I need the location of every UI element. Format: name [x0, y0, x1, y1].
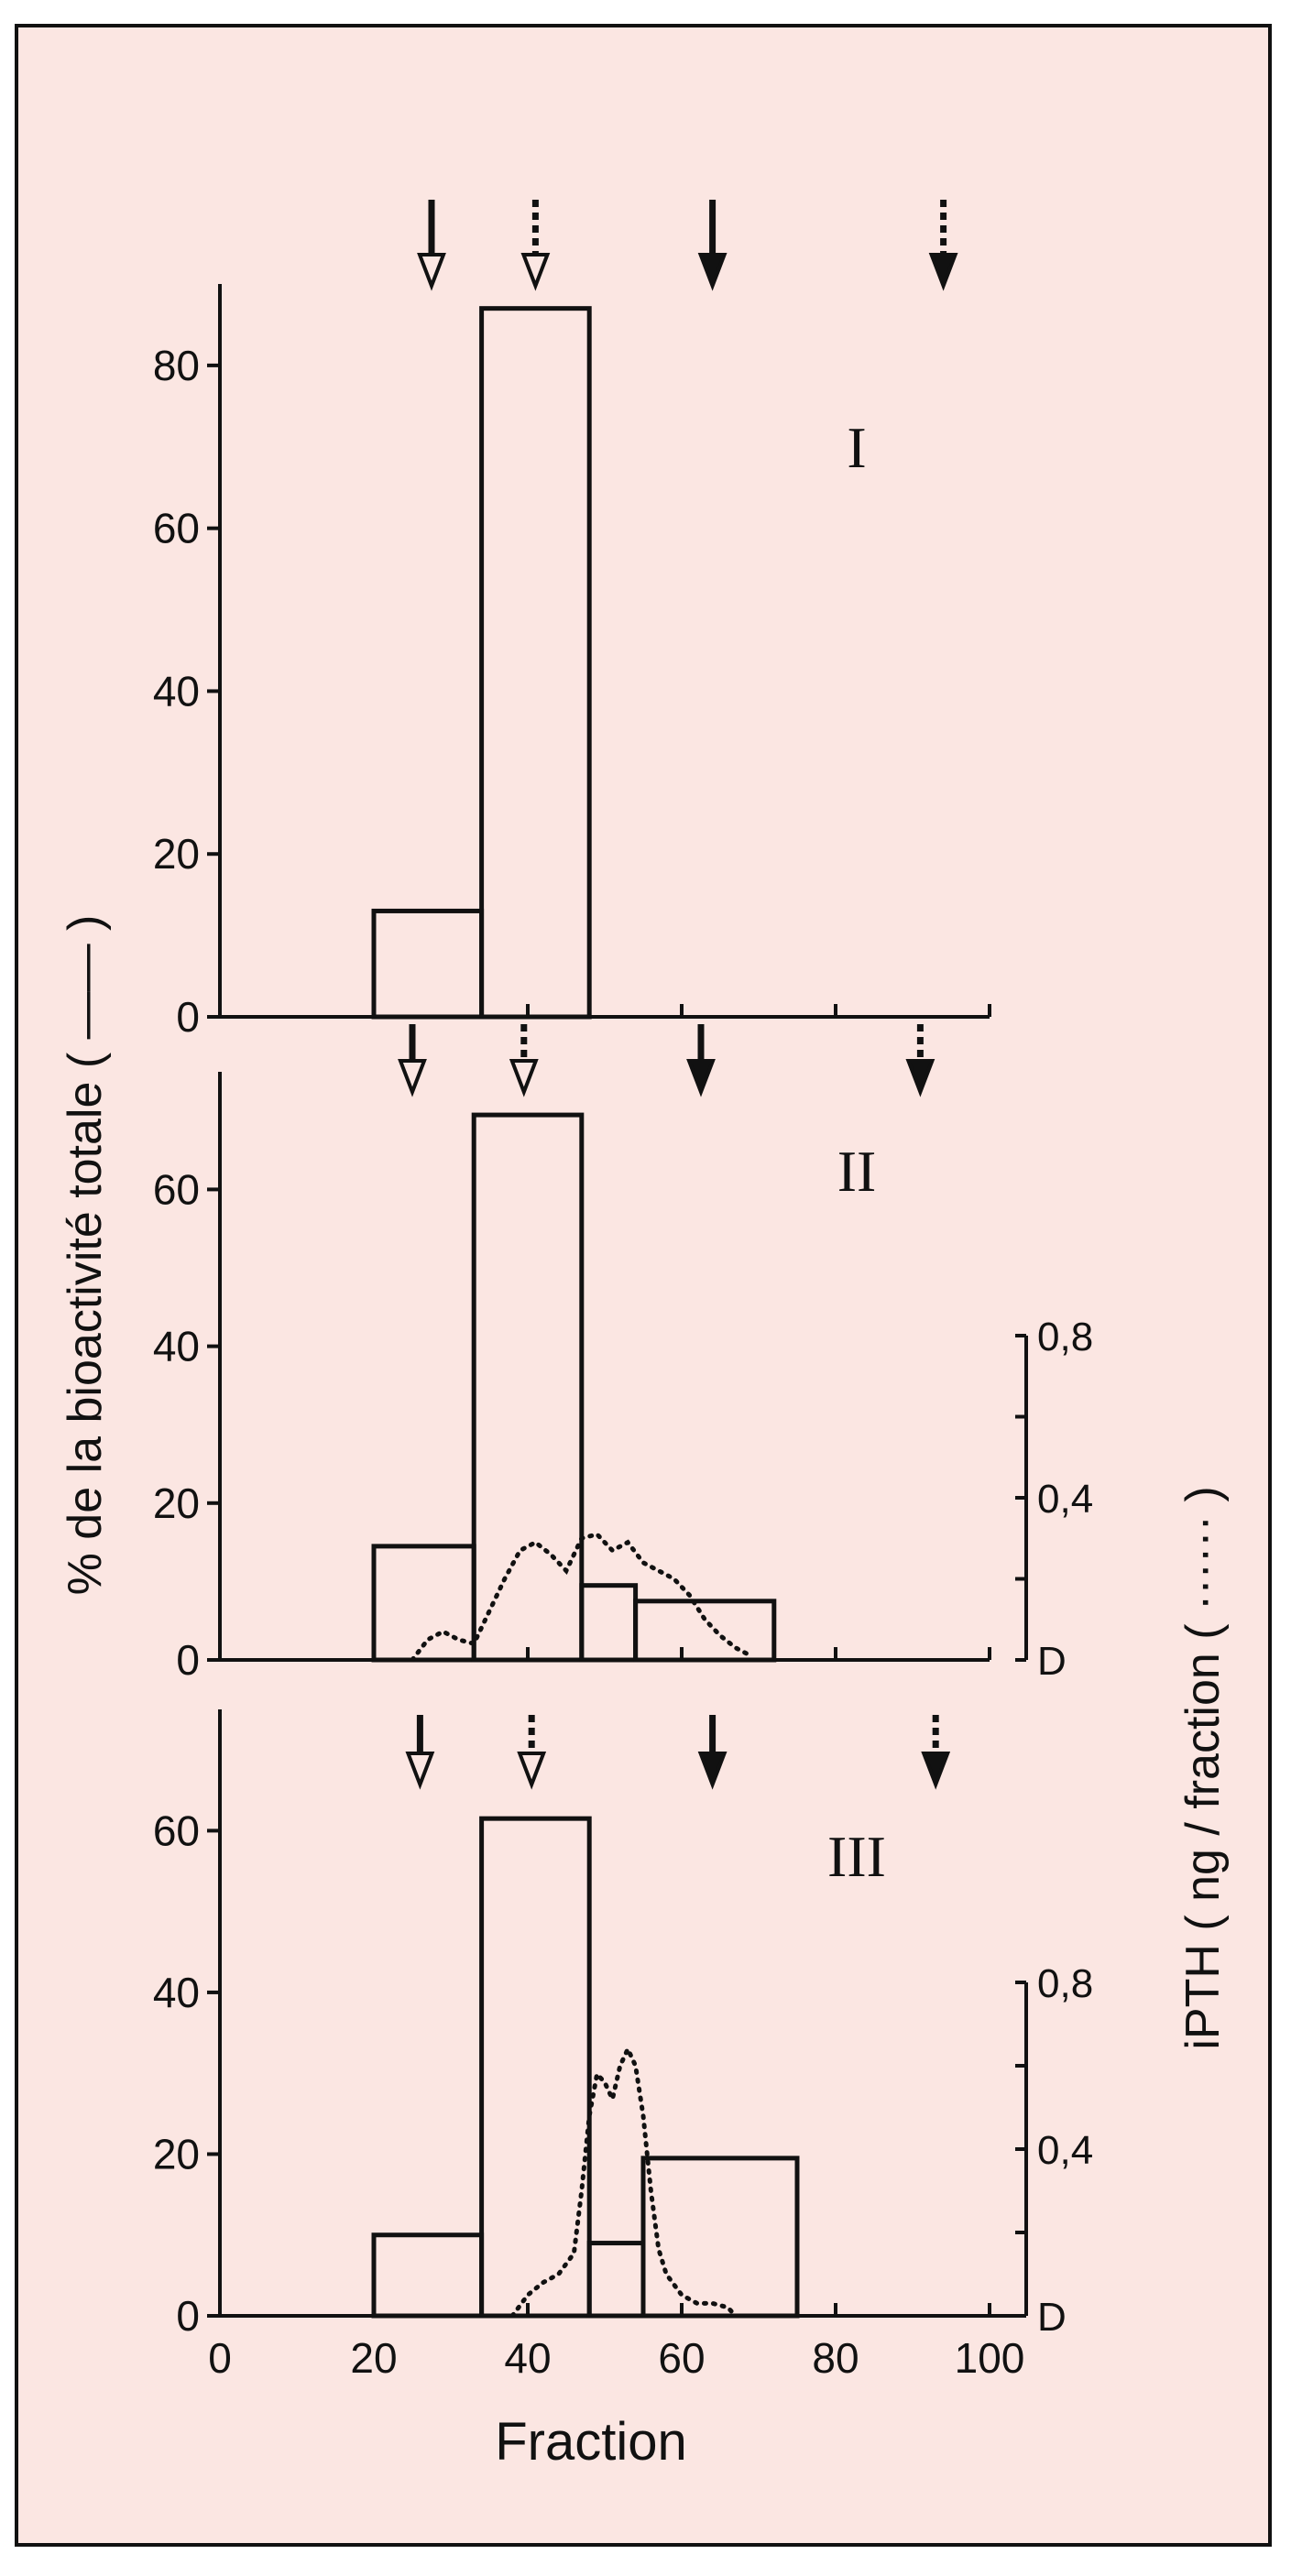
bar [479, 306, 592, 1020]
left-axis-label: % de la bioactivité totale ( —— ) [59, 915, 112, 1596]
y-tick-label: 0 [176, 2292, 200, 2340]
y-tick-label: 60 [153, 1165, 200, 1213]
open-arrow-marker [405, 1715, 435, 1790]
x-tick-label: 0 [208, 2334, 232, 2382]
filled-arrow-marker [697, 200, 728, 291]
x-tick-label: 80 [812, 2334, 859, 2382]
x-tick-label: 60 [658, 2334, 705, 2382]
open-arrow-marker [417, 200, 446, 291]
filled-arrow-marker [905, 1024, 935, 1097]
bar [640, 2156, 800, 2319]
right-tick-label: D [1037, 1639, 1067, 1684]
y-tick-label: 40 [153, 1323, 200, 1370]
bar [633, 1599, 777, 1663]
chart-panels: 0 20 40 60 80 I 0 20 40 60 D 0,4 0,8 II 0 20 40 60 0 20 40 60… [153, 200, 1093, 2382]
ipth-series-line [410, 1532, 754, 1663]
panel-I: 0 20 40 60 80 I [153, 200, 991, 1041]
y-tick-label: 0 [176, 993, 200, 1041]
right-tick-label: 0,4 [1037, 1477, 1093, 1522]
x-tick-label: 20 [350, 2334, 397, 2382]
y-tick-label: 40 [153, 1969, 200, 2016]
ipth-series-line [509, 2043, 738, 2319]
open-arrow-marker [517, 1715, 547, 1790]
open-arrow-marker [398, 1024, 427, 1097]
right-axis-label: iPTH ( ng / fraction ( ······ ) [1176, 1486, 1230, 2049]
open-arrow-marker [509, 1024, 539, 1097]
x-tick-label: 40 [504, 2334, 551, 2382]
right-tick-label: 0,8 [1037, 1315, 1093, 1359]
filled-arrow-marker [686, 1024, 716, 1097]
x-tick-label: 100 [955, 2334, 1025, 2382]
y-tick-label: 60 [153, 505, 200, 552]
x-axis-label: Fraction [495, 2412, 687, 2472]
y-tick-label: 60 [153, 1806, 200, 1854]
right-tick-label: D [1037, 2295, 1067, 2340]
panel-label: I [847, 415, 866, 480]
right-tick-label: 0,8 [1037, 1961, 1093, 2006]
panel-III: 0 20 40 60 0 20 40 60 80 100 D 0,4 0,8 III [153, 1709, 1093, 2382]
filled-arrow-marker [921, 1715, 951, 1790]
right-tick-label: 0,4 [1037, 2128, 1093, 2173]
bar [471, 1112, 585, 1663]
y-tick-label: 0 [176, 1636, 200, 1684]
open-arrow-marker [520, 200, 551, 291]
y-tick-label: 80 [153, 342, 200, 389]
y-tick-label: 20 [153, 1479, 200, 1527]
bar [479, 1816, 592, 2319]
y-tick-label: 40 [153, 667, 200, 715]
panel-II: 0 20 40 60 D 0,4 0,8 II [153, 1024, 1093, 1684]
panel-label: II [837, 1139, 877, 1204]
filled-arrow-marker [928, 200, 958, 291]
filled-arrow-marker [697, 1715, 728, 1790]
y-tick-label: 20 [153, 2130, 200, 2178]
panel-label: III [827, 1824, 886, 1889]
y-tick-label: 20 [153, 830, 200, 878]
